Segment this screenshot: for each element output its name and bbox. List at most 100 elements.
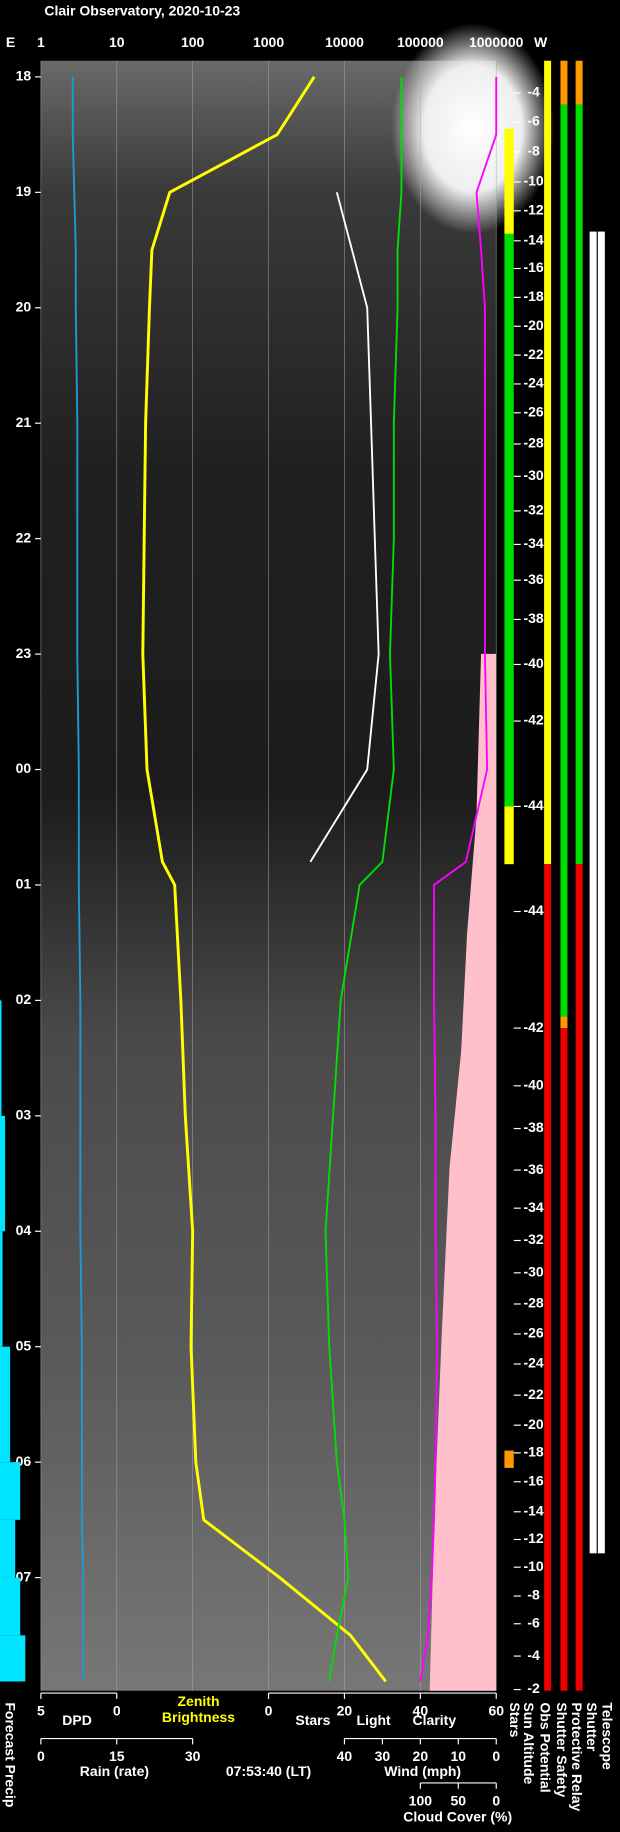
x-tick-label: 50 xyxy=(450,1792,466,1808)
y-tick-label: 22 xyxy=(16,529,32,545)
sun-altitude-label: -16 xyxy=(523,259,543,275)
y-tick-label: 20 xyxy=(16,298,32,314)
status-label: Telescope xyxy=(599,1702,615,1770)
status-segment xyxy=(575,104,583,865)
sun-altitude-label: -28 xyxy=(523,1295,543,1311)
x-tick-label: 100 xyxy=(181,34,205,50)
sun-altitude-label: -10 xyxy=(523,1558,543,1574)
sun-altitude-label: -36 xyxy=(523,571,543,587)
sun-altitude-label: -2 xyxy=(527,1680,540,1696)
legend-label: Zenith Brightness xyxy=(161,1693,236,1726)
sun-altitude-label: -24 xyxy=(523,375,543,391)
sky-region xyxy=(429,653,497,1691)
x-tick-label: 0 xyxy=(492,1748,500,1764)
legend-label: DPD xyxy=(62,1712,92,1728)
precip-bar xyxy=(0,1000,2,1116)
timestamp: 07:53:40 (LT) xyxy=(226,1763,311,1779)
sun-altitude-label: -4 xyxy=(527,84,540,100)
x-tick-label: 1000 xyxy=(253,34,284,50)
sun-altitude-label: -42 xyxy=(523,712,543,728)
sun-altitude-label: -30 xyxy=(523,1264,543,1280)
status-segment xyxy=(504,128,514,234)
precip-bar xyxy=(0,1115,6,1232)
sun-altitude-label: -28 xyxy=(523,435,543,451)
x-tick-label: 10000 xyxy=(325,34,364,50)
x-tick-label: 30 xyxy=(375,1748,391,1764)
legend-label: Stars xyxy=(295,1712,330,1728)
sun-altitude-label: -44 xyxy=(523,902,543,918)
sun-altitude-label: -20 xyxy=(523,317,543,333)
sun-altitude-label: -14 xyxy=(523,232,543,248)
sun-altitude-label: -22 xyxy=(523,1386,543,1402)
status-label: Shutter Safety xyxy=(554,1702,570,1797)
sun-altitude-label: -38 xyxy=(523,1119,543,1135)
x-tick-label: 5 xyxy=(37,1702,45,1718)
x-tick-label: 0 xyxy=(37,1748,45,1764)
x-tick-label: 40 xyxy=(337,1748,353,1764)
axis-label: Wind (mph) xyxy=(384,1763,461,1779)
status-segment xyxy=(560,104,568,1017)
y-tick-label: 21 xyxy=(16,414,32,430)
sun-altitude-label: -26 xyxy=(523,404,543,420)
x-tick-label: 0 xyxy=(265,1702,273,1718)
sun-altitude-label: -18 xyxy=(523,1444,543,1460)
sun-altitude-label: -32 xyxy=(523,502,543,518)
status-segment xyxy=(504,806,514,865)
status-label: Stars xyxy=(507,1702,523,1737)
status-segment xyxy=(575,60,583,105)
status-segment xyxy=(597,231,605,1554)
x-tick-label: 10 xyxy=(450,1748,466,1764)
sun-altitude-label: -44 xyxy=(523,797,543,813)
x-tick-label: 0 xyxy=(492,1792,500,1808)
west-label: W xyxy=(534,34,548,50)
status-label: Sun Altitude xyxy=(521,1702,537,1784)
status-segment xyxy=(560,1028,568,1691)
y-tick-label: 05 xyxy=(16,1337,32,1353)
sun-altitude-label: -6 xyxy=(527,113,540,129)
status-segment xyxy=(504,1450,514,1468)
y-tick-label: 04 xyxy=(16,1222,32,1238)
sun-altitude-label: -12 xyxy=(523,1530,543,1546)
x-tick-label: 1000000 xyxy=(469,34,524,50)
y-tick-label: 19 xyxy=(16,183,32,199)
precip-bar xyxy=(0,1519,16,1578)
precip-bar xyxy=(0,1577,21,1636)
series-line xyxy=(419,76,498,1682)
sun-altitude-label: -42 xyxy=(523,1019,543,1035)
status-segment xyxy=(504,233,514,807)
status-label: Shutter xyxy=(584,1702,600,1752)
x-tick-label: 100 xyxy=(409,1792,433,1808)
status-segment xyxy=(560,1016,568,1029)
series-line xyxy=(141,76,387,1683)
sun-altitude-label: -26 xyxy=(523,1325,543,1341)
status-segment xyxy=(589,231,597,1554)
x-tick-label: 1 xyxy=(37,34,45,50)
x-tick-label: 15 xyxy=(109,1748,125,1764)
precip-bar xyxy=(0,1346,11,1463)
y-tick-label: 00 xyxy=(16,760,32,776)
sun-altitude-label: -24 xyxy=(523,1355,543,1371)
sun-altitude-label: -36 xyxy=(523,1161,543,1177)
series-line xyxy=(309,192,380,863)
legend-label: Forecast Precip xyxy=(3,1702,19,1807)
x-tick-label: 30 xyxy=(185,1748,201,1764)
sun-altitude-label: -14 xyxy=(523,1502,543,1518)
plot: 1 10 100 1000 10000 100000 1000000181920212223… xyxy=(0,34,615,1825)
x-tick-label: 20 xyxy=(337,1702,353,1718)
sun-altitude-label: -32 xyxy=(523,1231,543,1247)
y-tick-label: 18 xyxy=(16,68,32,84)
sun-altitude-label: -20 xyxy=(523,1416,543,1432)
chart-title: Clair Observatory, 2020-10-23 xyxy=(44,2,240,18)
y-tick-label: 23 xyxy=(16,645,32,661)
status-segment xyxy=(575,864,583,1691)
axis-label: Light xyxy=(357,1712,392,1728)
precip-bar xyxy=(0,1231,3,1347)
sun-altitude-label: -18 xyxy=(523,288,543,304)
sun-altitude-label: -8 xyxy=(527,143,540,159)
y-tick-label: 03 xyxy=(16,1107,32,1123)
legend-label: Clarity xyxy=(413,1712,457,1728)
status-label: Obs Potential xyxy=(537,1702,553,1792)
axis-label: Rain (rate) xyxy=(80,1763,149,1779)
legend-label: Cloud Cover (%) xyxy=(403,1809,512,1825)
